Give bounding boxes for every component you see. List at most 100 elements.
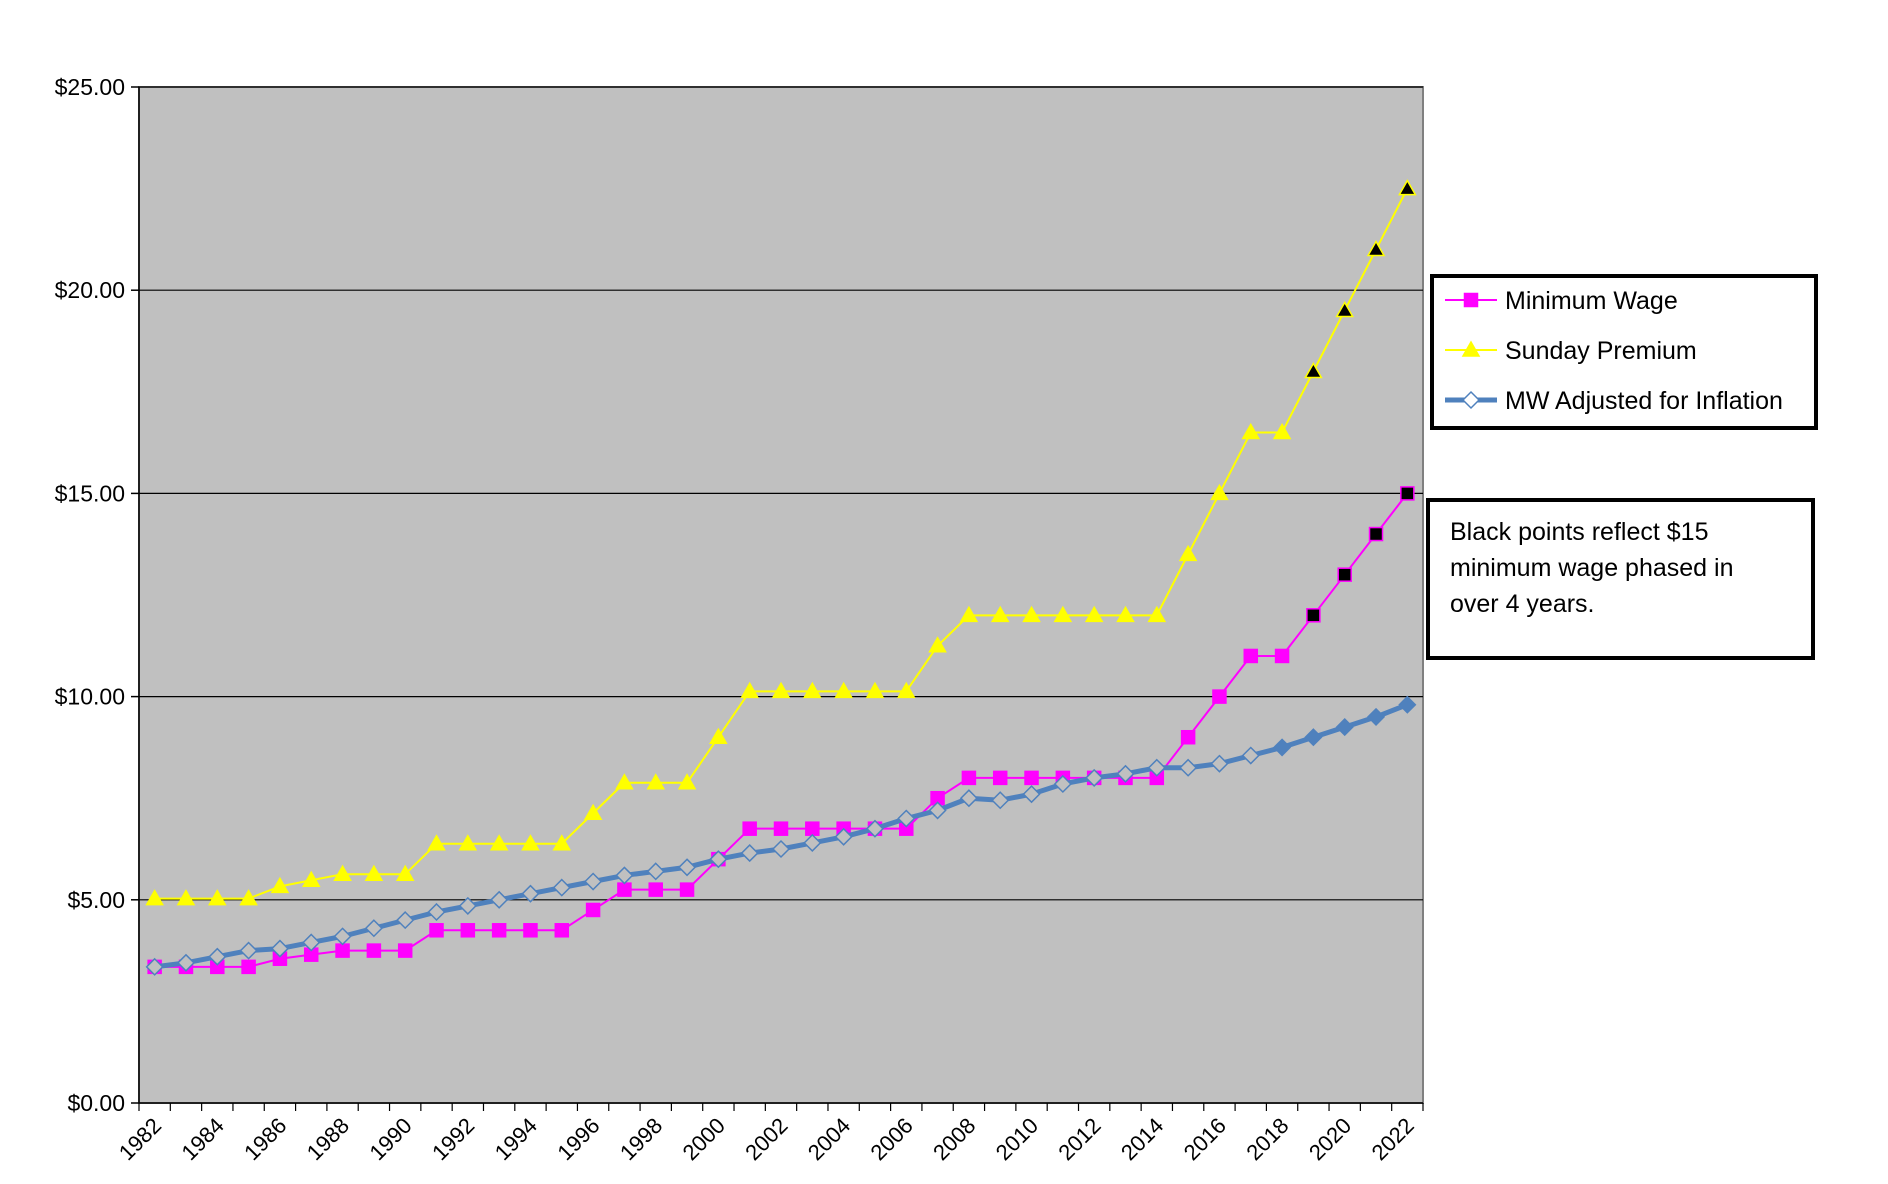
data-point-minimum-wage — [742, 821, 757, 836]
data-point-minimum-wage — [241, 959, 256, 975]
data-point-sunday-premium — [1304, 361, 1323, 379]
data-point-sunday-premium — [270, 876, 290, 894]
data-point-mw-adjusted-for-inflation — [521, 884, 540, 903]
data-point-minimum-wage — [491, 923, 507, 938]
data-point-sunday-premium — [1084, 605, 1104, 623]
y-tick-label: $5.00 — [67, 887, 125, 913]
note-line-1: Black points reflect $15 — [1450, 518, 1708, 546]
x-tick-label: 2010 — [991, 1113, 1043, 1165]
x-tick-label: 2022 — [1367, 1113, 1419, 1165]
data-point-sunday-premium — [771, 681, 791, 699]
data-point-sunday-premium — [834, 681, 853, 699]
data-point-mw-adjusted-for-inflation — [834, 827, 853, 846]
x-tick-label: 2014 — [1116, 1113, 1168, 1165]
data-point-minimum-wage — [1212, 689, 1227, 704]
data-point-minimum-wage — [1274, 648, 1290, 664]
data-point-minimum-wage — [961, 770, 977, 786]
data-point-sunday-premium — [615, 773, 634, 790]
data-point-minimum-wage — [523, 923, 538, 938]
data-point-minimum-wage — [679, 882, 695, 897]
legend-box — [1430, 274, 1818, 430]
data-point-mw-adjusted-for-inflation — [584, 872, 603, 891]
data-point-sunday-premium — [427, 834, 446, 851]
data-point-mw-adjusted-for-inflation — [1116, 764, 1135, 783]
data-point-mw-adjusted-for-inflation — [1210, 754, 1229, 773]
y-tick-label: $0.00 — [67, 1090, 125, 1116]
data-point-sunday-premium — [239, 889, 258, 906]
data-point-minimum-wage — [554, 923, 570, 938]
series-mw-adjusted-for-inflation — [145, 695, 1417, 976]
series-sunday-premium — [145, 179, 1417, 906]
x-tick-label: 1994 — [490, 1113, 542, 1165]
plot-area — [138, 86, 1424, 1104]
y-tick-label: $20.00 — [55, 277, 125, 303]
data-point-sunday-premium — [896, 681, 916, 699]
data-point-minimum-wage — [429, 923, 444, 938]
data-point-minimum-wage — [1024, 770, 1039, 786]
y-tick-label: $15.00 — [55, 480, 125, 506]
data-point-sunday-premium — [709, 727, 728, 744]
data-point-mw-adjusted-for-inflation — [458, 896, 477, 915]
data-point-sunday-premium — [1398, 179, 1417, 196]
data-point-mw-adjusted-for-inflation — [1241, 746, 1260, 765]
data-point-sunday-premium — [364, 864, 384, 881]
data-point-sunday-premium — [1178, 544, 1198, 562]
x-tick-label: 2006 — [866, 1113, 918, 1165]
data-point-mw-adjusted-for-inflation — [1366, 707, 1386, 726]
x-tick-label: 2020 — [1304, 1113, 1356, 1165]
data-point-mw-adjusted-for-inflation — [803, 833, 822, 852]
data-point-sunday-premium — [740, 681, 759, 699]
data-point-minimum-wage — [335, 943, 350, 958]
data-point-mw-adjusted-for-inflation — [145, 957, 164, 976]
x-tick-label: 2002 — [740, 1113, 792, 1165]
data-point-minimum-wage — [366, 943, 382, 958]
x-tick-label: 1988 — [302, 1113, 354, 1165]
data-point-sunday-premium — [1210, 483, 1229, 501]
legend-swatch-marker — [1461, 340, 1481, 357]
data-point-minimum-wage — [585, 902, 601, 918]
note-line-3: over 4 years. — [1450, 590, 1595, 618]
x-tick-label: 1986 — [239, 1113, 291, 1165]
data-point-sunday-premium — [301, 870, 321, 888]
data-point-sunday-premium — [803, 681, 822, 699]
data-point-mw-adjusted-for-inflation — [615, 866, 634, 885]
data-point-mw-adjusted-for-inflation — [552, 878, 571, 897]
data-point-sunday-premium — [521, 834, 540, 851]
data-point-minimum-wage — [1180, 729, 1196, 745]
series-layer — [145, 179, 1417, 976]
legend-swatch-marker — [1463, 292, 1479, 308]
x-tick-label: 2000 — [678, 1113, 730, 1165]
annotation-note: Black points reflect $15 minimum wage ph… — [1426, 498, 1815, 660]
data-point-mw-adjusted-for-inflation — [490, 890, 509, 909]
data-point-minimum-wage — [1368, 526, 1384, 542]
legend-item-mw-adjusted-for-inflation: MW Adjusted for Inflation — [1445, 387, 1783, 415]
x-tick-label: 1998 — [615, 1113, 667, 1165]
legend-label: Minimum Wage — [1505, 287, 1678, 315]
data-point-sunday-premium — [959, 605, 979, 623]
data-point-mw-adjusted-for-inflation — [959, 789, 978, 808]
x-tick-label: 1992 — [427, 1113, 479, 1165]
data-point-mw-adjusted-for-inflation — [1273, 738, 1292, 757]
data-point-sunday-premium — [208, 889, 227, 906]
data-point-mw-adjusted-for-inflation — [646, 862, 665, 881]
data-point-mw-adjusted-for-inflation — [1304, 728, 1323, 747]
data-point-minimum-wage — [1400, 486, 1415, 501]
legend-items: Minimum Wage Sunday Premium MW Adjusted fo… — [1445, 287, 1783, 415]
x-tick-label: 1996 — [552, 1113, 604, 1165]
data-point-sunday-premium — [333, 864, 352, 881]
data-point-mw-adjusted-for-inflation — [1147, 758, 1166, 777]
data-point-minimum-wage — [617, 882, 632, 897]
data-point-mw-adjusted-for-inflation — [897, 809, 916, 828]
legend-item-minimum-wage: Minimum Wage — [1445, 287, 1678, 315]
y-tick-label: $25.00 — [55, 74, 125, 100]
data-point-sunday-premium — [865, 681, 885, 699]
legend-label: Sunday Premium — [1505, 337, 1697, 365]
data-point-minimum-wage — [1243, 648, 1259, 664]
data-point-mw-adjusted-for-inflation — [677, 858, 697, 877]
x-tick-label: 2004 — [803, 1113, 855, 1165]
data-point-mw-adjusted-for-inflation — [396, 911, 415, 930]
data-point-minimum-wage — [773, 821, 789, 836]
data-point-sunday-premium — [1241, 422, 1261, 440]
data-point-mw-adjusted-for-inflation — [865, 819, 885, 838]
